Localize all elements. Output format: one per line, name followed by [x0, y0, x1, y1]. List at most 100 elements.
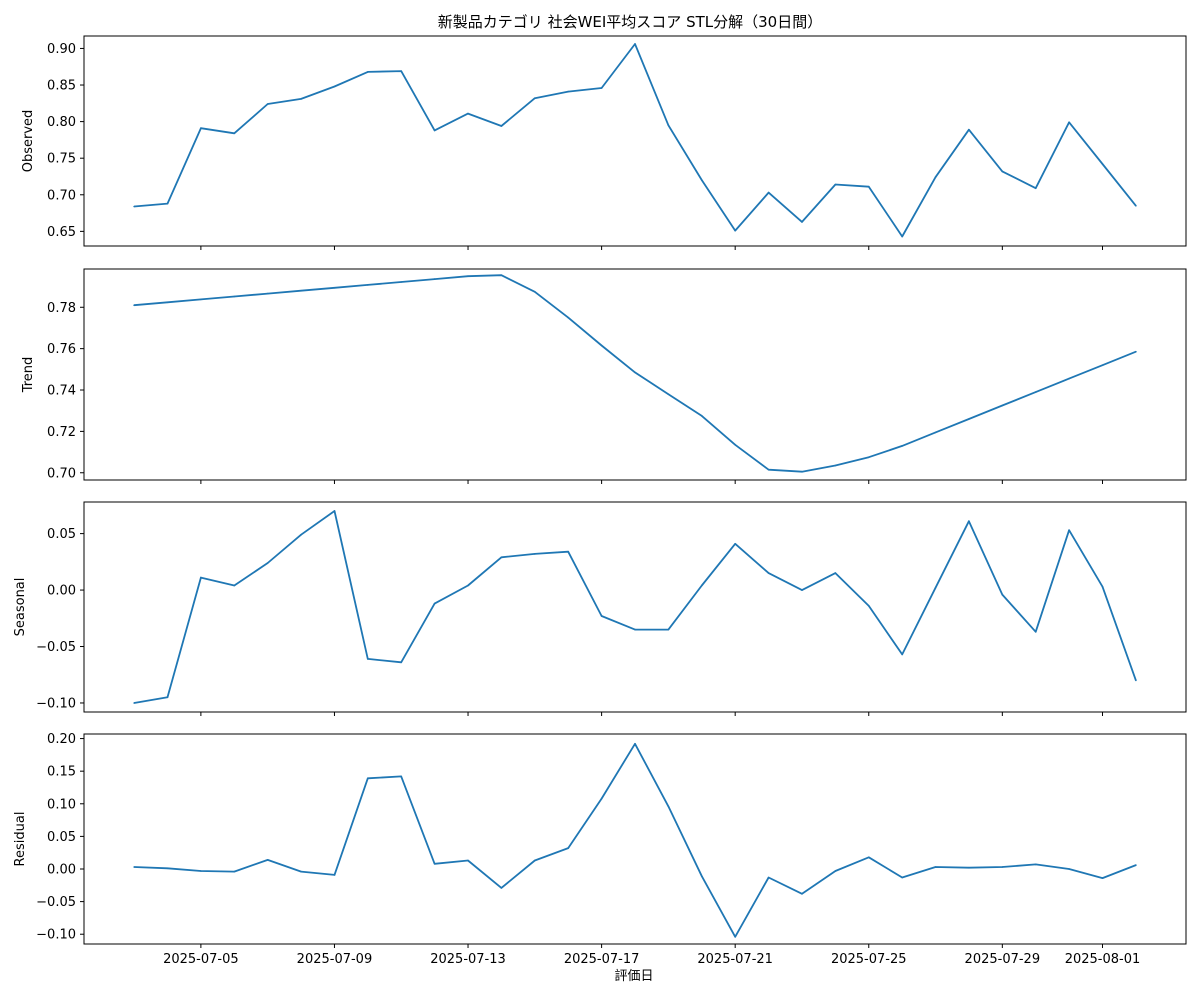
- y-axis-label: Observed: [21, 110, 36, 173]
- series-line-residual: [134, 742, 1137, 938]
- data-point: [1001, 593, 1004, 596]
- data-point: [200, 298, 202, 301]
- data-point: [367, 658, 369, 660]
- data-point: [734, 444, 736, 446]
- data-point: [300, 98, 302, 100]
- data-point: [400, 281, 403, 283]
- panel-frame: [83, 268, 1187, 481]
- chart-title: 新製品カテゴリ 社会WEI平均スコア STL分解（30日間）: [438, 13, 822, 31]
- data-point: [734, 229, 736, 232]
- data-point: [1135, 205, 1137, 207]
- data-point: [300, 870, 302, 873]
- data-point: [1101, 877, 1104, 879]
- data-point: [367, 777, 369, 780]
- data-point: [1001, 866, 1004, 868]
- data-point: [133, 304, 135, 307]
- data-point: [600, 344, 603, 347]
- y-tick-label: 0.70: [47, 188, 76, 203]
- data-point: [567, 316, 569, 319]
- y-tick-label: 0.72: [47, 425, 76, 440]
- data-point: [934, 176, 937, 178]
- data-point: [868, 856, 870, 859]
- data-point: [801, 589, 803, 591]
- y-axis-label: Residual: [13, 812, 28, 867]
- data-point: [767, 191, 770, 194]
- data-point: [400, 775, 403, 778]
- x-tick-label: 2025-07-25: [831, 952, 907, 967]
- y-tick-label: 0.00: [47, 584, 76, 599]
- y-tick-label: 0.20: [47, 732, 76, 747]
- data-point: [834, 870, 837, 872]
- data-point: [233, 584, 236, 587]
- data-point: [567, 90, 569, 93]
- data-point: [1034, 391, 1037, 393]
- data-point: [834, 572, 837, 574]
- data-point: [367, 284, 369, 286]
- data-point: [133, 702, 135, 704]
- data-point: [333, 85, 336, 88]
- panel-frame: [83, 501, 1187, 713]
- data-point: [701, 875, 703, 877]
- y-tick-label: 0.05: [47, 527, 76, 542]
- y-tick-label: 0.65: [47, 225, 76, 240]
- y-tick-label: 0.90: [47, 42, 76, 57]
- x-tick-label: 2025-07-17: [564, 952, 640, 967]
- data-point: [634, 43, 636, 45]
- data-point: [534, 291, 536, 293]
- data-point: [901, 653, 903, 656]
- y-tick-label: 0.85: [47, 79, 76, 94]
- data-point: [968, 418, 970, 420]
- panels-group: 0.65 0.70 0.75 0.80 0.85 0.90 Observed 0.70 0.72…: [13, 35, 1187, 967]
- data-point: [467, 859, 469, 862]
- data-point: [534, 97, 536, 99]
- data-point: [166, 202, 169, 205]
- data-point: [200, 576, 202, 579]
- data-point: [767, 876, 770, 879]
- data-point: [1068, 121, 1070, 124]
- data-point: [1001, 170, 1004, 173]
- data-point: [934, 587, 937, 589]
- data-point: [1068, 868, 1070, 870]
- data-point: [467, 275, 469, 278]
- data-point: [534, 553, 536, 555]
- data-point: [433, 863, 436, 865]
- data-point: [868, 605, 870, 607]
- data-point: [266, 859, 269, 861]
- y-tick-label: 0.70: [47, 466, 76, 481]
- data-point: [801, 893, 803, 895]
- data-point: [701, 584, 703, 587]
- data-point: [333, 874, 336, 876]
- data-point: [166, 301, 169, 304]
- panel-observed: 0.65 0.70 0.75 0.80 0.85 0.90 Observed: [21, 35, 1187, 250]
- y-tick-label: 0.78: [47, 301, 76, 316]
- data-point: [500, 125, 503, 127]
- data-point: [1101, 163, 1104, 165]
- data-point: [1034, 187, 1037, 189]
- data-point: [567, 550, 569, 553]
- x-tick-label: 2025-07-09: [297, 952, 373, 967]
- data-point: [868, 456, 870, 459]
- panel-frame: [83, 733, 1187, 945]
- data-point: [500, 274, 503, 277]
- data-point: [934, 431, 937, 434]
- x-tick-label: 2025-07-21: [697, 952, 773, 967]
- data-point: [166, 867, 169, 870]
- data-point: [367, 71, 369, 73]
- data-point: [266, 562, 269, 564]
- data-point: [767, 468, 770, 471]
- data-point: [300, 533, 302, 536]
- data-point: [801, 470, 803, 473]
- data-point: [1068, 377, 1070, 380]
- series-line-trend: [134, 274, 1137, 473]
- data-point: [567, 847, 569, 849]
- data-point: [1135, 350, 1137, 353]
- data-point: [467, 584, 469, 587]
- data-point: [433, 602, 436, 605]
- y-tick-label: −0.10: [36, 928, 76, 943]
- y-tick-label: −0.05: [36, 640, 76, 655]
- data-point: [166, 696, 169, 699]
- data-point: [934, 866, 937, 868]
- data-point: [1068, 529, 1070, 531]
- y-tick-label: −0.05: [36, 895, 76, 910]
